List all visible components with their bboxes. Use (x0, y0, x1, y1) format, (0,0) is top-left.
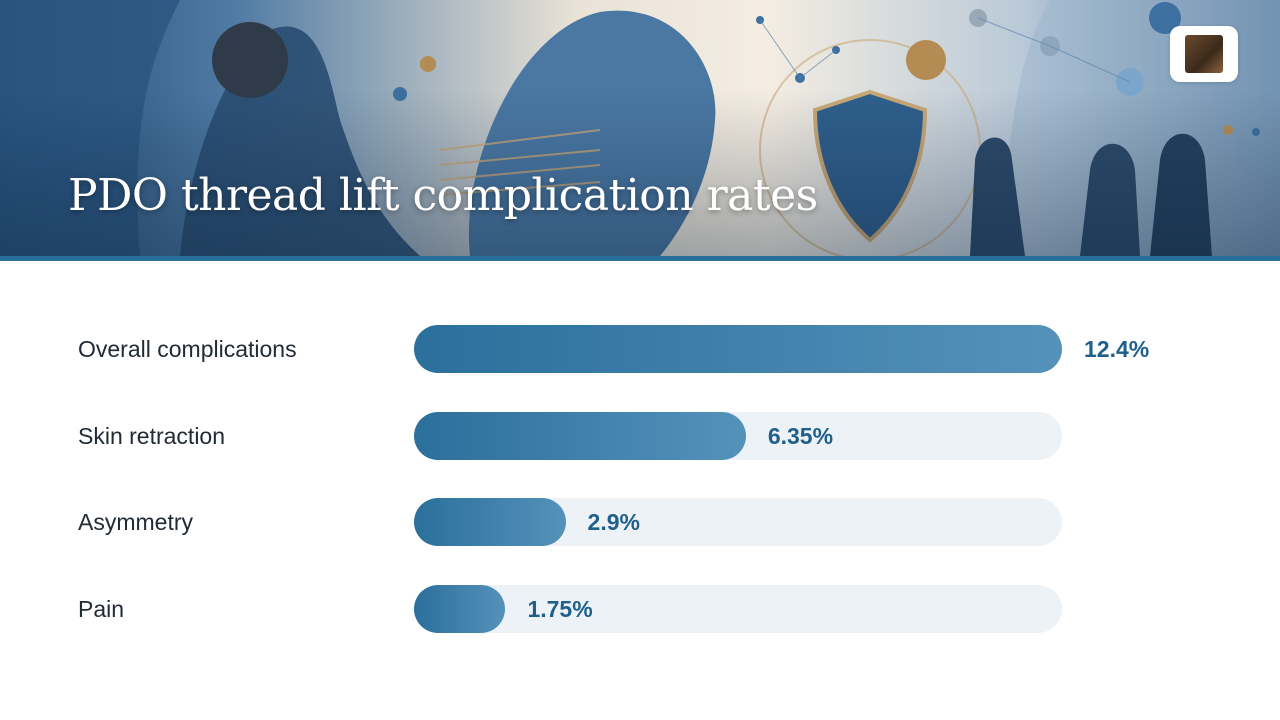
bar-label: Asymmetry (78, 509, 193, 535)
bar-value-label: 1.75% (527, 596, 593, 622)
bar-track (414, 585, 1062, 633)
header-banner: PDO thread lift complication rates (0, 0, 1280, 256)
bar-value-label: 12.4% (1084, 336, 1150, 362)
logo-badge (1170, 26, 1238, 82)
bar-label: Skin retraction (78, 423, 226, 449)
banner-divider (0, 256, 1280, 261)
bar (414, 325, 1062, 373)
page-title: PDO thread lift complication rates (68, 170, 818, 221)
bar-label: Pain (78, 596, 125, 622)
bar (414, 412, 746, 460)
bar (414, 498, 566, 546)
bar-value-label: 2.9% (587, 509, 640, 535)
bar-label: Overall complications (78, 336, 297, 362)
brand-logo-icon (1185, 35, 1223, 73)
banner-illustration (0, 0, 1280, 256)
bar (414, 585, 506, 633)
bar-value-label: 6.35% (767, 423, 834, 449)
horizontal-bar-chart: Overall complications 12.4% Skin retractio… (0, 300, 1280, 660)
